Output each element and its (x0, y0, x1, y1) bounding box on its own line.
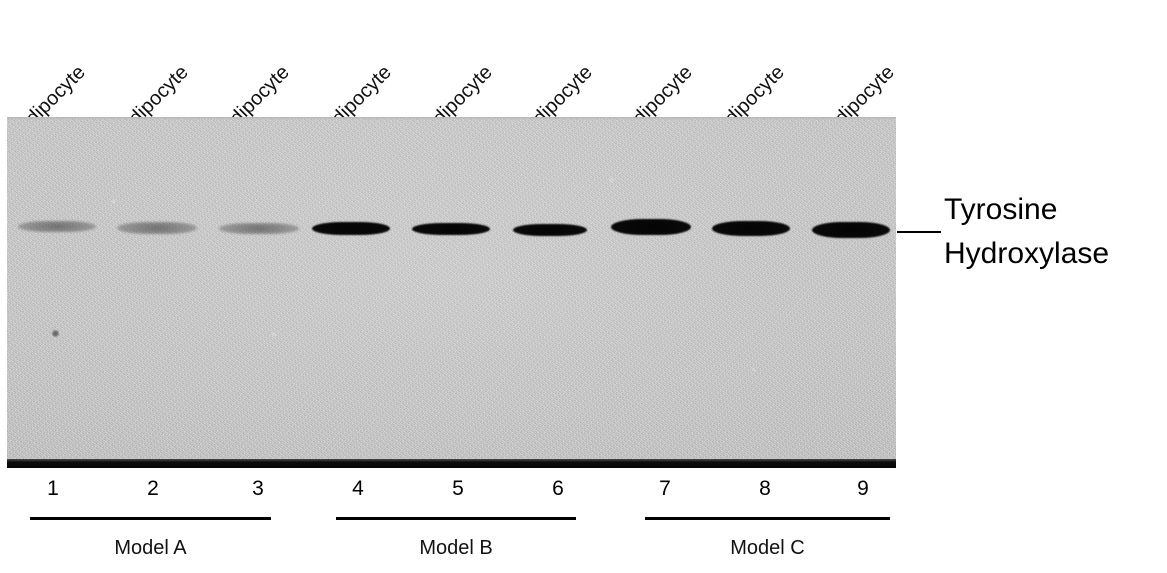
band-lane-2 (117, 222, 197, 234)
membrane-top-edge (7, 117, 896, 120)
film-vignette (7, 117, 896, 468)
band-lane-3 (219, 223, 299, 234)
lane-number-6: 6 (552, 477, 564, 500)
lane-number-5: 5 (452, 477, 464, 500)
film-speck-artifact (52, 330, 59, 337)
lane-number-8: 8 (759, 477, 771, 500)
target-protein-line-1: Tyrosine (944, 193, 1058, 226)
lane-number-2: 2 (147, 477, 159, 500)
lane-number-3: 3 (252, 477, 264, 500)
target-protein-line-2: Hydroxylase (944, 237, 1110, 270)
membrane-bottom-edge (7, 459, 896, 468)
group-rule-model-a (30, 517, 271, 520)
lane-number-4: 4 (352, 477, 364, 500)
lane-number-1: 1 (47, 477, 59, 500)
band-lane-6 (513, 224, 587, 236)
band-lane-9 (812, 222, 890, 238)
band-lane-8 (712, 221, 790, 236)
blot-membrane (7, 117, 896, 468)
group-label-model-b: Model B (419, 537, 493, 559)
group-label-model-c: Model C (730, 537, 805, 559)
lane-number-7: 7 (659, 477, 671, 500)
band-lane-4 (312, 222, 390, 235)
group-rule-model-b (336, 517, 576, 520)
target-leader-line (897, 231, 941, 233)
group-rule-model-c (645, 517, 890, 520)
target-protein-label: Tyrosine Hydroxylase (944, 188, 1159, 276)
band-lane-5 (412, 223, 490, 235)
film-grain (7, 117, 896, 468)
band-lane-7 (611, 219, 691, 235)
band-lane-1 (18, 221, 96, 232)
lane-number-9: 9 (857, 477, 869, 500)
group-label-model-a: Model A (114, 537, 187, 559)
